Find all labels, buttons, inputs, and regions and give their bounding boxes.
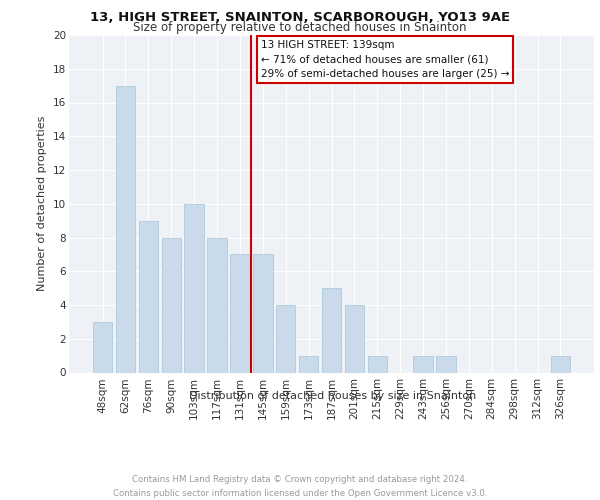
- Bar: [116, 86, 135, 372]
- Bar: [368, 356, 387, 372]
- Bar: [413, 356, 433, 372]
- Bar: [299, 356, 319, 372]
- Y-axis label: Number of detached properties: Number of detached properties: [37, 116, 47, 292]
- Bar: [208, 238, 227, 372]
- Bar: [551, 356, 570, 372]
- Bar: [139, 220, 158, 372]
- Bar: [436, 356, 455, 372]
- Text: Contains HM Land Registry data © Crown copyright and database right 2024.
Contai: Contains HM Land Registry data © Crown c…: [113, 476, 487, 498]
- Text: 13, HIGH STREET, SNAINTON, SCARBOROUGH, YO13 9AE: 13, HIGH STREET, SNAINTON, SCARBOROUGH, …: [90, 11, 510, 24]
- Bar: [161, 238, 181, 372]
- Text: 13 HIGH STREET: 139sqm
← 71% of detached houses are smaller (61)
29% of semi-det: 13 HIGH STREET: 139sqm ← 71% of detached…: [260, 40, 509, 79]
- Bar: [253, 254, 272, 372]
- Bar: [276, 305, 295, 372]
- Bar: [230, 254, 250, 372]
- Bar: [344, 305, 364, 372]
- Text: Distribution of detached houses by size in Snainton: Distribution of detached houses by size …: [190, 391, 476, 401]
- Bar: [93, 322, 112, 372]
- Bar: [322, 288, 341, 372]
- Bar: [184, 204, 204, 372]
- Text: Size of property relative to detached houses in Snainton: Size of property relative to detached ho…: [133, 22, 467, 35]
